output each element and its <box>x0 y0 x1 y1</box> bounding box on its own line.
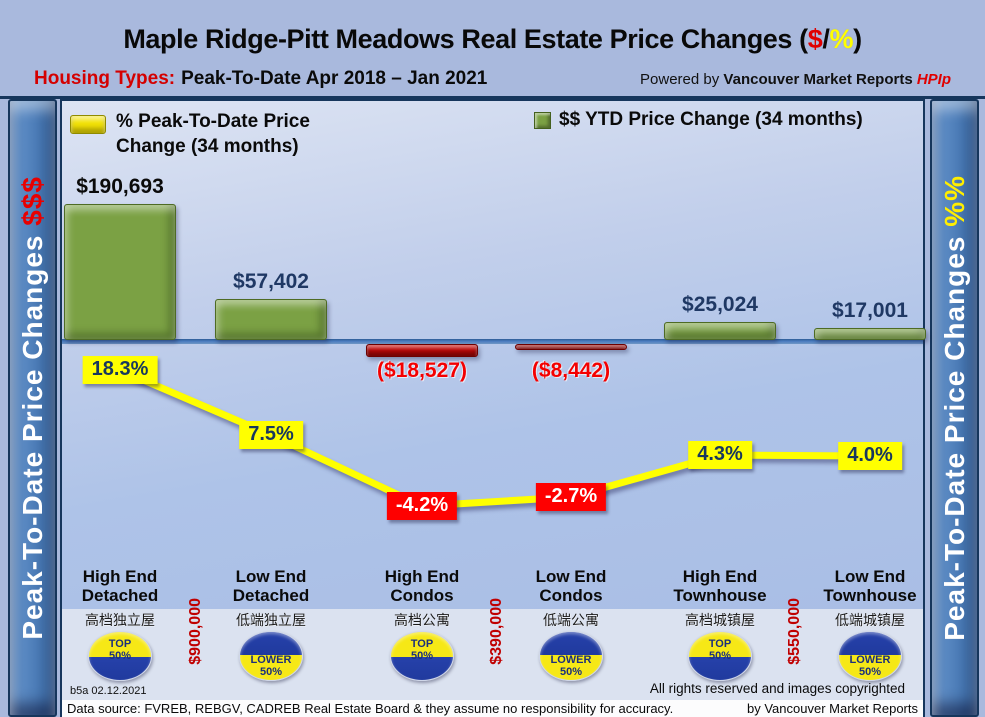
badge-text-line1: LOWER <box>550 654 592 666</box>
hpi-tag: HPIp <box>916 71 951 88</box>
left-axis-title: Peak-To-Date Price Changes $$$ <box>17 176 49 640</box>
badge-text-line1: TOP <box>410 638 434 650</box>
category-label-chinese: 低端独立屋 <box>236 612 306 628</box>
zero-axis-line <box>62 339 923 344</box>
badge-text-line2: 50% <box>108 650 132 662</box>
rights-text: All rights reserved and images copyright… <box>649 681 905 696</box>
legend-item-dollar: $$ YTD Price Change (34 months) <box>534 107 863 132</box>
bar-positive <box>215 299 327 340</box>
percent-point-label: 7.5% <box>239 421 303 449</box>
powered-by: Powered by Vancouver Market Reports HPIp <box>640 71 951 88</box>
date-range: Peak-To-Date Apr 2018 – Jan 2021 <box>181 68 488 89</box>
bar-value-label: ($18,527) <box>377 359 467 382</box>
percent-point-label: -4.2% <box>386 492 458 520</box>
badge-text-line1: LOWER <box>849 654 891 666</box>
powered-prefix: Powered by <box>640 71 724 88</box>
legend-green-square-icon <box>534 112 551 129</box>
page-title: Maple Ridge-Pitt Meadows Real Estate Pri… <box>0 24 985 55</box>
left-axis-dollar-suffix: $$$ <box>16 176 48 226</box>
category-label: High End Townhouse <box>673 567 767 606</box>
badge-text-line1: TOP <box>708 638 732 650</box>
category-label: Low End Detached <box>232 567 310 606</box>
legend-dollar-label: $$ YTD Price Change (34 months) <box>559 109 863 130</box>
category-label: Low End Condos <box>535 567 607 606</box>
right-axis-title-text: Peak-To-Date Price Changes <box>938 226 970 641</box>
badge-text-line2: 50% <box>410 650 434 662</box>
subtitle: Housing Types: Peak-To-Date Apr 2018 – Ja… <box>34 68 487 90</box>
price-threshold: $550,000 <box>783 585 807 677</box>
header-divider <box>0 96 985 99</box>
percent-point-label: 4.0% <box>838 442 902 470</box>
title-percent-sign: % <box>829 24 854 54</box>
badge-text-line2: 50% <box>858 666 882 678</box>
category-label: Low End Townhouse <box>823 567 917 606</box>
title-close-paren: ) <box>853 24 862 54</box>
bar-value-label: $25,024 <box>682 293 758 316</box>
category-label-chinese: 高档独立屋 <box>85 612 155 628</box>
category-label-chinese: 低端公寓 <box>543 612 599 628</box>
top-50-badge: TOP 50% <box>688 631 752 681</box>
bar-positive <box>814 328 926 340</box>
percent-point-label: 18.3% <box>82 356 158 384</box>
bar-value-label: $57,402 <box>233 270 309 293</box>
source-strip: Data source: FVREB, REBGV, CADREB Real E… <box>60 700 925 717</box>
category-axis-area <box>62 609 923 702</box>
right-axis-title: Peak-To-Date Price Changes %% <box>939 175 971 641</box>
percent-point-label: -2.7% <box>535 483 607 511</box>
version-note: b5a 02.12.2021 <box>70 685 147 697</box>
title-dollar-sign: $ <box>807 24 823 54</box>
lower-50-badge: LOWER 50% <box>239 631 303 681</box>
title-text: Maple Ridge-Pitt Meadows Real Estate Pri… <box>123 24 808 54</box>
bar-negative <box>366 344 478 357</box>
category-label-chinese: 高档城镇屋 <box>685 612 755 628</box>
title-slash: / <box>822 24 830 54</box>
housing-types-label: Housing Types: <box>34 68 176 89</box>
chart-panel: % Peak-To-Date Price Change (34 months) … <box>60 99 926 702</box>
category-label-chinese: 低端城镇屋 <box>835 612 905 628</box>
badge-text-line2: 50% <box>708 650 732 662</box>
badge-text-line1: LOWER <box>250 654 292 666</box>
badge-text-line1: TOP <box>108 638 132 650</box>
bar-value-label: $17,001 <box>832 299 908 322</box>
price-threshold-label: $550,000 <box>786 597 803 665</box>
price-threshold-label: $900,000 <box>186 597 204 665</box>
bar-value-label: $190,693 <box>76 175 164 198</box>
data-source-text: Data source: FVREB, REBGV, CADREB Real E… <box>67 701 674 716</box>
bar-positive <box>664 322 776 340</box>
left-axis-banner: Peak-To-Date Price Changes $$$ <box>8 99 57 717</box>
legend-item-percent: % Peak-To-Date Price Change (34 months) <box>70 109 370 159</box>
right-axis-percent-suffix: %% <box>938 175 970 227</box>
price-threshold: $900,000 <box>184 585 208 677</box>
lower-50-badge: LOWER 50% <box>539 631 603 681</box>
badge-text-line2: 50% <box>559 666 583 678</box>
category-label: High End Condos <box>384 567 460 606</box>
rights-byline: by Vancouver Market Reports <box>747 701 918 716</box>
legend-percent-label: % Peak-To-Date Price Change (34 months) <box>116 111 310 158</box>
left-axis-title-text: Peak-To-Date Price Changes <box>16 225 48 640</box>
price-threshold-label: $390,000 <box>487 597 505 665</box>
badge-text-line2: 50% <box>259 666 283 678</box>
category-label: High End Detached <box>81 567 159 606</box>
legend-yellow-bar-icon <box>70 115 106 134</box>
category-label-chinese: 高档公寓 <box>394 612 450 628</box>
brand-name: Vancouver Market Reports <box>723 71 917 88</box>
lower-50-badge: LOWER 50% <box>838 631 902 681</box>
price-threshold: $390,000 <box>485 585 509 677</box>
bar-positive <box>64 204 176 340</box>
top-50-badge: TOP 50% <box>390 631 454 681</box>
right-axis-banner: Peak-To-Date Price Changes %% <box>930 99 979 717</box>
bar-negative <box>515 344 627 350</box>
percent-point-label: 4.3% <box>688 441 752 469</box>
top-50-badge: TOP 50% <box>88 631 152 681</box>
percent-line <box>118 366 871 510</box>
bar-value-label: ($8,442) <box>531 359 611 382</box>
